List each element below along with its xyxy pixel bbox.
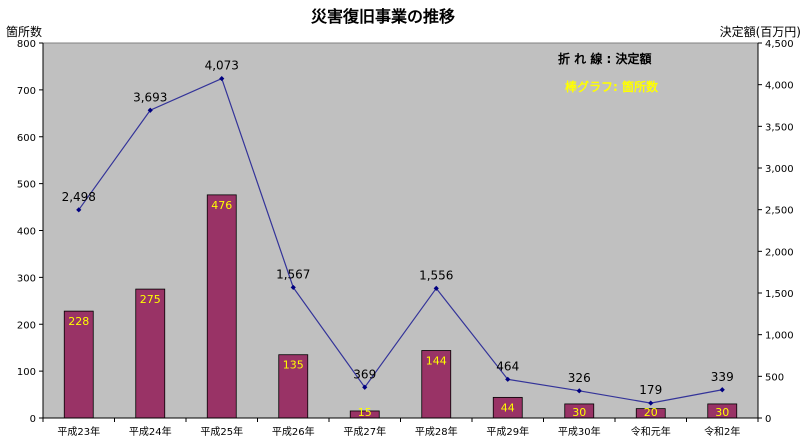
line-data-label: 1,567 [276,267,310,281]
line-data-label: 4,073 [205,59,239,73]
line-point [147,107,153,113]
bar-data-label: 30 [572,406,586,419]
right-axis-tick-label: 500 [765,372,784,383]
bar-data-label: 476 [211,199,232,212]
category-label: 平成29年 [486,425,529,438]
category-label: 令和2年 [704,425,740,438]
category-label: 平成25年 [200,425,243,438]
right-axis-tick-label: 2,000 [765,247,794,258]
chart-title: 災害復旧事業の推移 [311,7,455,26]
category-label: 平成23年 [57,425,100,438]
right-axis-tick-label: 2,500 [765,206,794,217]
line-data-label: 464 [496,359,519,373]
left-axis-tick-label: 800 [17,39,36,50]
category-label: 平成28年 [415,425,458,438]
bar-data-label: 44 [501,401,515,414]
line-series: 2,498 3,693 4,073 1,567 369 1,556 464 326 179 339 [62,59,734,406]
category-label: 平成26年 [272,425,315,438]
line-data-label: 2,498 [62,190,96,204]
right-axis-tick-label: 1,500 [765,289,794,300]
right-axis-tick-label: 3,000 [765,164,794,175]
left-axis-tick-label: 0 [30,414,36,425]
line-point [290,284,296,291]
left-axis-title: 箇所数 [6,24,42,39]
left-axis-tick-label: 600 [17,133,36,144]
category-label: 平成24年 [129,425,172,438]
left-axis-tick-label: 200 [17,320,36,331]
right-axis-tick-label: 3,500 [765,122,794,133]
right-axis-tick-label: 0 [765,414,771,425]
right-axis-tick-label: 4,000 [765,81,794,92]
left-axis-tick-label: 400 [17,227,36,238]
left-axis-tick-label: 700 [17,86,36,97]
right-axis-tick-label: 1,000 [765,331,794,342]
legend-bar-series: 棒グラフ: 箇所数 [565,79,659,94]
left-axis-tick-label: 500 [17,180,36,191]
right-axis-tick-label: 4,500 [765,39,794,50]
bar-data-label: 275 [140,293,161,306]
category-label: 令和元年 [631,425,671,438]
category-label: 平成30年 [558,425,601,438]
line-data-label: 179 [639,383,662,397]
line-point [76,207,82,213]
line-data-label: 369 [353,367,376,381]
right-axis: 0 500 1,000 1,500 2,000 2,500 3,000 3,500 4,000 4… [757,39,794,425]
left-axis-tick-label: 100 [17,367,36,378]
bar [206,194,237,419]
bar [63,310,94,419]
legend-line-series: 折 れ 線 : 決定額 [558,51,652,66]
bar-series: 228 275 476 135 15 144 44 30 20 30 [63,194,738,419]
line-data-label: 1,556 [419,268,453,282]
line-path [78,77,723,404]
left-axis: 0 100 200 300 400 500 600 700 800 [17,39,44,425]
bar-data-label: 30 [715,406,729,419]
line-data-label: 3,693 [133,90,167,104]
line-point [362,384,368,390]
line-point [433,285,439,291]
line-point [648,400,654,406]
bar-data-label: 20 [644,406,658,419]
line-data-label: 339 [711,370,734,384]
bar-data-label: 228 [68,315,89,328]
bar [421,350,452,419]
bar-data-label: 135 [283,359,304,372]
line-point [219,75,225,82]
category-axis: 平成23年 平成24年 平成25年 平成26年 平成27年 平成28年 平成29年 平成30年… [42,417,759,438]
right-axis-title: 決定額(百万円) [720,24,801,39]
bar-data-label: 144 [426,355,447,368]
line-data-label: 326 [568,371,591,385]
line-point [719,387,725,393]
line-point [576,388,582,394]
line-point [505,376,511,382]
bar [135,288,166,419]
left-axis-tick-label: 300 [17,273,36,284]
category-label: 平成27年 [343,425,386,438]
bar-data-label: 15 [358,406,372,419]
bar [278,354,309,419]
